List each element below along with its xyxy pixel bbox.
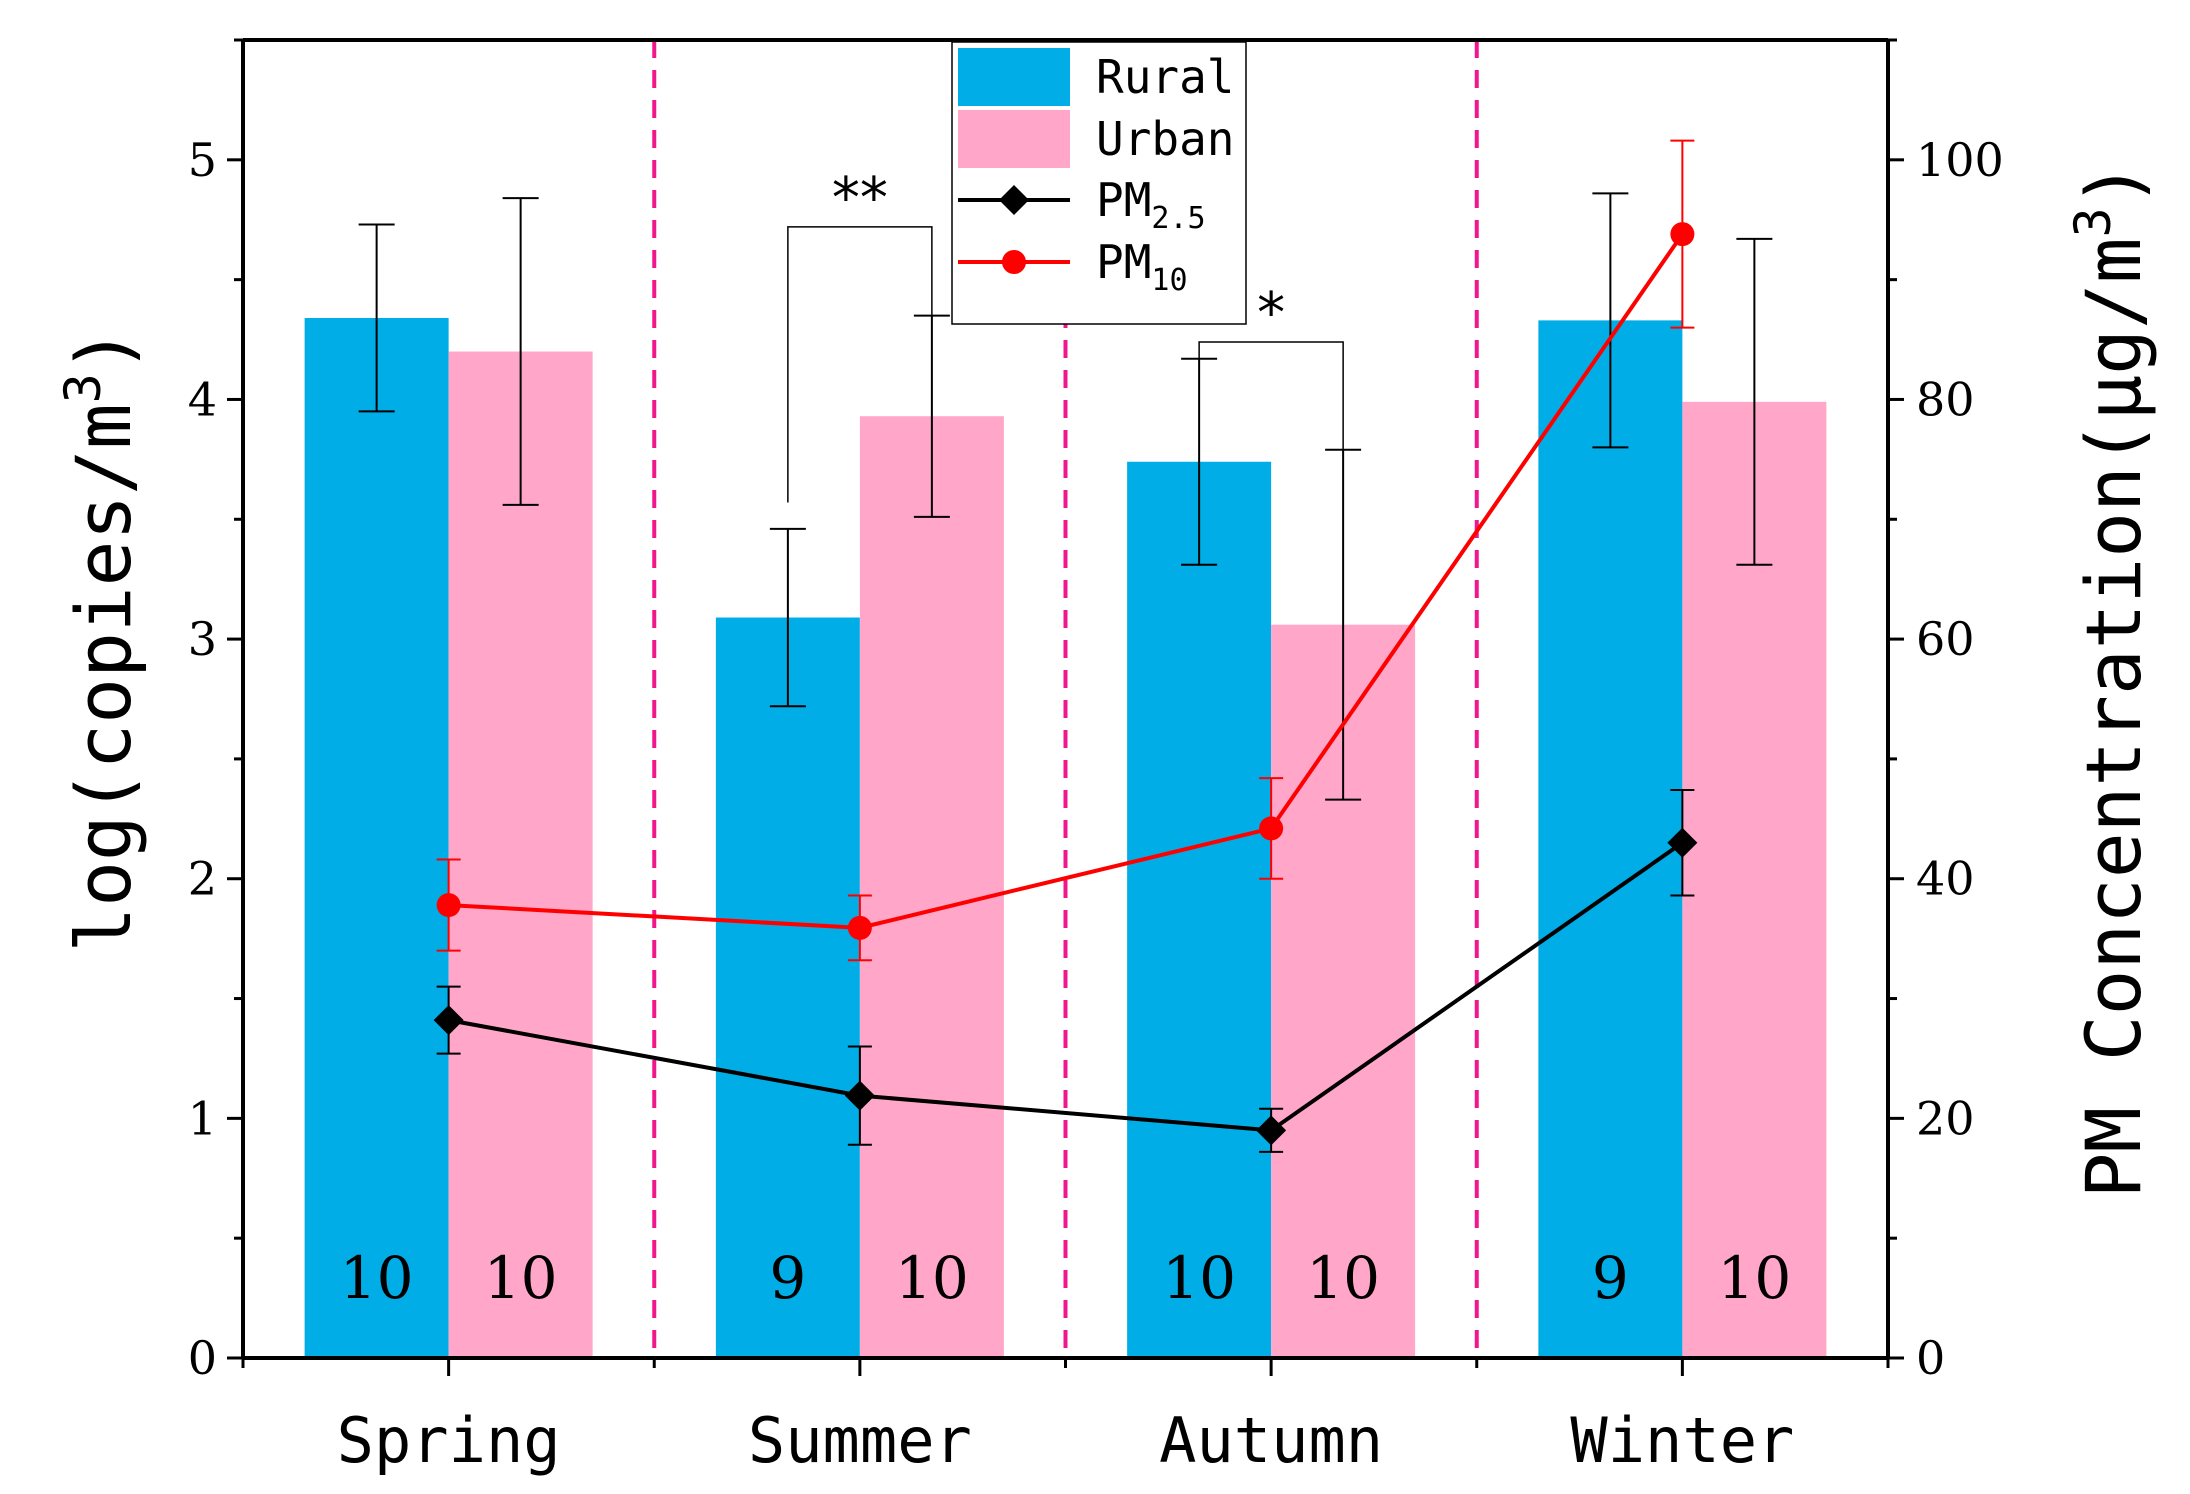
sample-size-label: 10	[484, 1244, 558, 1312]
bar-rural-winter	[1538, 320, 1683, 1359]
left-axis-title: log(copies/m3)	[54, 328, 148, 953]
legend-label-pm10: PM10	[1096, 235, 1188, 298]
left-tick-label: 5	[188, 133, 217, 187]
sample-size-label: 10	[1306, 1244, 1380, 1312]
category-label-spring: Spring	[337, 1404, 561, 1477]
right-tick-label: 80	[1916, 372, 1975, 426]
legend-marker-circle	[1002, 250, 1026, 274]
category-label-winter: Winter	[1570, 1404, 1794, 1477]
marker-diamond	[844, 1080, 875, 1111]
legend-swatch-urban	[958, 110, 1070, 168]
pm-lines	[433, 139, 1698, 1153]
significance-bracket	[787, 226, 933, 503]
legend-marker-diamond	[999, 185, 1029, 215]
sample-size-label: 10	[1162, 1244, 1236, 1312]
category-label-summer: Summer	[748, 1404, 972, 1477]
marker-diamond	[1256, 1115, 1287, 1146]
left-tick-label: 1	[188, 1091, 217, 1145]
right-axis-title: PM Concentration(μg/m3)	[2064, 162, 2158, 1199]
bar-urban-spring	[448, 351, 593, 1358]
sample-size-label: 9	[769, 1244, 806, 1312]
legend-label-pm25: PM2.5	[1096, 173, 1206, 236]
right-tick-label: 0	[1916, 1331, 1945, 1385]
marker-circle	[1670, 222, 1695, 247]
sample-size-label: 10	[1717, 1244, 1791, 1312]
sample-size-labels: 10 9 10 9 10 10 10 10	[340, 1244, 1792, 1312]
marker-circle	[1259, 816, 1284, 841]
marker-diamond	[433, 1005, 464, 1036]
marker-diamond	[1667, 827, 1698, 858]
left-tick-label: 4	[188, 372, 217, 426]
significance-bracket	[1198, 341, 1344, 450]
right-tick-label: 100	[1916, 133, 2004, 187]
legend-label-rural: Rural	[1096, 50, 1234, 104]
significance-brackets: ***	[787, 166, 1344, 503]
bar-rural-summer	[715, 617, 860, 1358]
left-tick-label: 0	[188, 1331, 217, 1385]
right-tick-label: 60	[1916, 612, 1975, 666]
line-pm10	[448, 232, 1685, 930]
legend-swatch-rural	[958, 48, 1070, 106]
significance-label: **	[832, 166, 888, 231]
bar-error-bars	[358, 192, 1773, 801]
bar-rural-spring	[304, 317, 449, 1359]
bars	[304, 317, 1827, 1359]
line-pm25	[448, 841, 1684, 1133]
category-label-autumn: Autumn	[1159, 1404, 1383, 1477]
sample-size-label: 9	[1592, 1244, 1629, 1312]
right-tick-label: 20	[1916, 1091, 1975, 1145]
bar-urban-summer	[859, 416, 1004, 1358]
left-tick-label: 3	[188, 612, 217, 666]
bar-rural-autumn	[1127, 461, 1272, 1358]
marker-circle	[847, 915, 872, 940]
sample-size-label: 10	[895, 1244, 969, 1312]
sample-size-label: 10	[340, 1244, 414, 1312]
axes: 0 1 2 3 4 5 0 20 40 60 80 100 Spring Summer Autumn Wint…	[54, 38, 2158, 1477]
significance-label: *	[1257, 281, 1285, 346]
legend-label-urban: Urban	[1096, 112, 1234, 166]
left-tick-label: 2	[188, 852, 217, 906]
right-tick-label: 40	[1916, 852, 1975, 906]
marker-circle	[436, 893, 461, 918]
